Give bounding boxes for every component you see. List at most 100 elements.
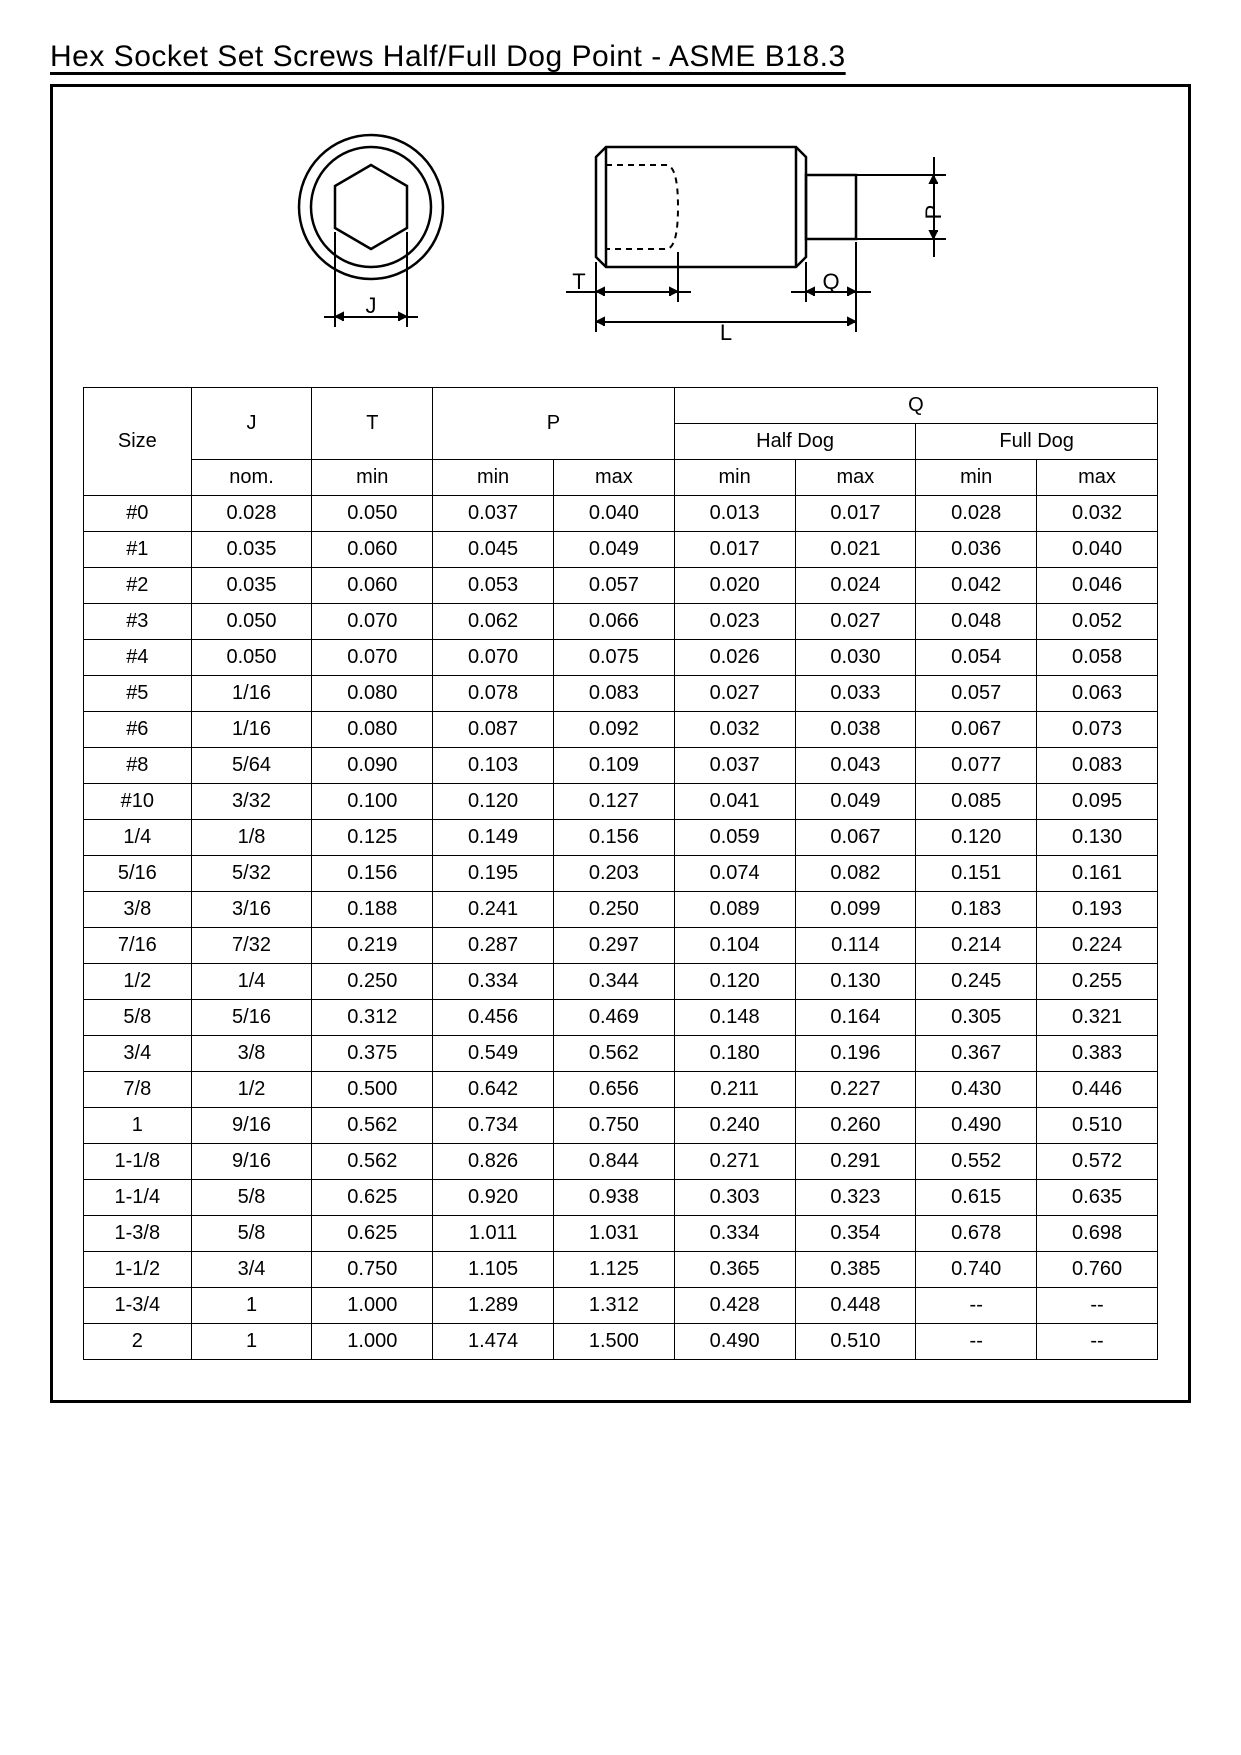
- cell-hmax: 0.448: [795, 1288, 916, 1324]
- cell-fmax: 0.073: [1037, 712, 1158, 748]
- cell-pmax: 0.127: [553, 784, 674, 820]
- cell-hmin: 0.059: [674, 820, 795, 856]
- cell-hmin: 0.037: [674, 748, 795, 784]
- cell-fmin: 0.245: [916, 964, 1037, 1000]
- dim-label-l: L: [719, 320, 731, 345]
- cell-hmax: 0.049: [795, 784, 916, 820]
- cell-t: 0.312: [312, 1000, 433, 1036]
- cell-t: 0.562: [312, 1108, 433, 1144]
- table-row: 3/43/80.3750.5490.5620.1800.1960.3670.38…: [84, 1036, 1158, 1072]
- cell-fmax: 0.255: [1037, 964, 1158, 1000]
- table-row: 1/21/40.2500.3340.3440.1200.1300.2450.25…: [84, 964, 1158, 1000]
- cell-hmin: 0.017: [674, 532, 795, 568]
- cell-hmin: 0.365: [674, 1252, 795, 1288]
- cell-size: 3/4: [84, 1036, 192, 1072]
- cell-pmax: 0.156: [553, 820, 674, 856]
- cell-pmin: 0.456: [433, 1000, 554, 1036]
- cell-fmin: 0.490: [916, 1108, 1037, 1144]
- cell-j: 5/64: [191, 748, 312, 784]
- cell-t: 0.500: [312, 1072, 433, 1108]
- cell-t: 1.000: [312, 1324, 433, 1360]
- cell-pmax: 0.049: [553, 532, 674, 568]
- cell-t: 0.625: [312, 1216, 433, 1252]
- cell-pmin: 0.149: [433, 820, 554, 856]
- cell-j: 3/8: [191, 1036, 312, 1072]
- table-row: #10.0350.0600.0450.0490.0170.0210.0360.0…: [84, 532, 1158, 568]
- cell-hmax: 0.354: [795, 1216, 916, 1252]
- cell-t: 0.750: [312, 1252, 433, 1288]
- cell-fmax: 0.698: [1037, 1216, 1158, 1252]
- cell-fmax: 0.046: [1037, 568, 1158, 604]
- cell-t: 0.060: [312, 532, 433, 568]
- cell-hmin: 0.041: [674, 784, 795, 820]
- table-row: 5/85/160.3120.4560.4690.1480.1640.3050.3…: [84, 1000, 1158, 1036]
- cell-pmin: 0.062: [433, 604, 554, 640]
- cell-pmax: 1.312: [553, 1288, 674, 1324]
- cell-hmax: 0.043: [795, 748, 916, 784]
- cell-t: 0.125: [312, 820, 433, 856]
- cell-size: #0: [84, 496, 192, 532]
- table-row: #85/640.0900.1030.1090.0370.0430.0770.08…: [84, 748, 1158, 784]
- cell-t: 0.090: [312, 748, 433, 784]
- cell-t: 0.080: [312, 712, 433, 748]
- cell-pmin: 0.103: [433, 748, 554, 784]
- cell-fmin: 0.678: [916, 1216, 1037, 1252]
- cell-j: 0.028: [191, 496, 312, 532]
- sub-min: min: [433, 460, 554, 496]
- table-row: 1-1/45/80.6250.9200.9380.3030.3230.6150.…: [84, 1180, 1158, 1216]
- cell-t: 0.050: [312, 496, 433, 532]
- cell-hmin: 0.013: [674, 496, 795, 532]
- cell-pmax: 0.109: [553, 748, 674, 784]
- table-row: #20.0350.0600.0530.0570.0200.0240.0420.0…: [84, 568, 1158, 604]
- table-row: #51/160.0800.0780.0830.0270.0330.0570.06…: [84, 676, 1158, 712]
- table-body: #00.0280.0500.0370.0400.0130.0170.0280.0…: [84, 496, 1158, 1360]
- cell-fmax: 0.193: [1037, 892, 1158, 928]
- cell-j: 0.035: [191, 532, 312, 568]
- cell-t: 0.625: [312, 1180, 433, 1216]
- cell-j: 0.035: [191, 568, 312, 604]
- table-row: 19/160.5620.7340.7500.2400.2600.4900.510: [84, 1108, 1158, 1144]
- cell-fmax: 0.383: [1037, 1036, 1158, 1072]
- cell-size: 5/8: [84, 1000, 192, 1036]
- cell-fmin: 0.054: [916, 640, 1037, 676]
- cell-fmin: 0.057: [916, 676, 1037, 712]
- cell-pmin: 0.334: [433, 964, 554, 1000]
- cell-fmin: 0.305: [916, 1000, 1037, 1036]
- cell-fmax: 0.161: [1037, 856, 1158, 892]
- table-row: #00.0280.0500.0370.0400.0130.0170.0280.0…: [84, 496, 1158, 532]
- diagram-row: J P: [83, 117, 1158, 347]
- cell-hmax: 0.082: [795, 856, 916, 892]
- col-p: P: [433, 388, 675, 460]
- cell-t: 0.100: [312, 784, 433, 820]
- cell-pmax: 0.297: [553, 928, 674, 964]
- table-row: 1-3/85/80.6251.0111.0310.3340.3540.6780.…: [84, 1216, 1158, 1252]
- cell-size: 1-1/8: [84, 1144, 192, 1180]
- table-row: 211.0001.4741.5000.4900.510----: [84, 1324, 1158, 1360]
- cell-size: 1-3/4: [84, 1288, 192, 1324]
- table-row: 1-1/89/160.5620.8260.8440.2710.2910.5520…: [84, 1144, 1158, 1180]
- cell-fmax: 0.635: [1037, 1180, 1158, 1216]
- sub-min: min: [674, 460, 795, 496]
- cell-j: 3/32: [191, 784, 312, 820]
- cell-fmin: 0.740: [916, 1252, 1037, 1288]
- cell-size: 1-3/8: [84, 1216, 192, 1252]
- cell-pmax: 0.344: [553, 964, 674, 1000]
- cell-fmax: 0.446: [1037, 1072, 1158, 1108]
- cell-pmin: 0.826: [433, 1144, 554, 1180]
- cell-size: #1: [84, 532, 192, 568]
- cell-size: #5: [84, 676, 192, 712]
- cell-fmax: 0.572: [1037, 1144, 1158, 1180]
- cell-size: 5/16: [84, 856, 192, 892]
- cell-j: 1/2: [191, 1072, 312, 1108]
- cell-size: #6: [84, 712, 192, 748]
- cell-j: 1: [191, 1324, 312, 1360]
- cell-pmax: 0.250: [553, 892, 674, 928]
- cell-t: 0.219: [312, 928, 433, 964]
- cell-t: 0.250: [312, 964, 433, 1000]
- cell-hmin: 0.211: [674, 1072, 795, 1108]
- cell-pmin: 0.734: [433, 1108, 554, 1144]
- cell-j: 0.050: [191, 604, 312, 640]
- cell-fmin: 0.042: [916, 568, 1037, 604]
- dim-label-t: T: [572, 269, 585, 294]
- cell-hmin: 0.023: [674, 604, 795, 640]
